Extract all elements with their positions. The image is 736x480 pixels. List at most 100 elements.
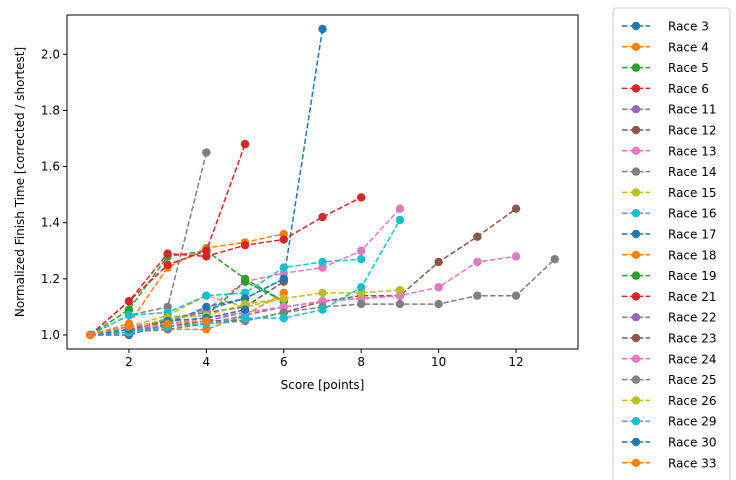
data-point — [318, 305, 327, 314]
legend-entry: Race 14 — [622, 165, 717, 179]
legend-swatch-marker — [631, 21, 641, 31]
data-point — [202, 291, 211, 300]
legend-swatch-marker — [631, 105, 641, 114]
data-point — [434, 299, 443, 309]
legend-swatch-marker — [631, 188, 641, 197]
legend-entry: Race 30 — [622, 436, 717, 450]
x-tick-label: 10 — [431, 355, 446, 369]
data-point — [357, 246, 366, 255]
data-point — [202, 252, 211, 261]
legend-frame — [612, 7, 731, 480]
data-point — [434, 257, 443, 267]
data-point — [511, 204, 521, 213]
series — [86, 316, 211, 340]
legend-entry: Race 16 — [622, 207, 717, 221]
data-point — [357, 193, 366, 202]
legend-label: Race 19 — [668, 269, 717, 283]
legend-swatch-marker — [631, 209, 641, 218]
y-tick-label: 1.6 — [41, 160, 60, 174]
legend-swatch-marker — [631, 146, 641, 155]
data-point — [511, 252, 521, 261]
data-point — [163, 249, 172, 258]
x-axis-ticks: 2 4 6 8 10 12 — [125, 349, 524, 369]
series-line — [89, 233, 284, 336]
legend-entry: Race 5 — [622, 61, 709, 75]
legend-entry: Race 22 — [622, 311, 717, 325]
series-line — [90, 308, 246, 336]
data-point — [434, 283, 443, 292]
data-point — [163, 319, 172, 328]
data-point — [279, 235, 288, 244]
legend-entry: Race 13 — [622, 144, 717, 158]
y-tick-label: 1.8 — [41, 103, 60, 117]
data-point — [395, 299, 405, 309]
data-point — [395, 204, 405, 213]
data-point — [473, 291, 482, 300]
data-point — [511, 291, 521, 300]
series-line — [90, 28, 324, 336]
legend-label: Race 16 — [668, 207, 717, 221]
legend-label: Race 29 — [668, 415, 717, 429]
legend-entry: Race 15 — [622, 186, 717, 200]
data-point — [202, 302, 211, 312]
legend-entry: Race 24 — [622, 352, 717, 366]
data-point — [86, 330, 95, 340]
legend-label: Race 25 — [668, 373, 717, 387]
legend-swatch-marker — [631, 333, 641, 343]
legend-label: Race 21 — [668, 290, 717, 304]
data-point — [279, 313, 288, 323]
data-point — [279, 274, 288, 284]
x-axis-label: Score [points] — [281, 378, 365, 392]
series-line — [90, 294, 400, 336]
legend-label: Race 15 — [668, 186, 717, 200]
x-tick-label: 12 — [508, 355, 523, 369]
legend-label: Race 3 — [668, 20, 709, 34]
legend-label: Race 23 — [668, 332, 717, 346]
legend-label: Race 14 — [668, 165, 717, 179]
legend-swatch-marker — [631, 250, 641, 259]
legend-label: Race 33 — [668, 456, 717, 470]
legend-label: Race 18 — [668, 248, 717, 262]
legend-swatch-marker — [631, 229, 641, 239]
data-point — [124, 322, 134, 331]
plot-area: 2 4 6 8 10 12 1.0 1.2 1.4 1.6 1.8 2.0 Score [point… — [13, 14, 579, 392]
legend-label: Race 12 — [668, 124, 717, 138]
legend-swatch-marker — [631, 458, 641, 467]
data-point — [240, 240, 250, 250]
legend-label: Race 26 — [668, 394, 717, 408]
data-point — [395, 285, 405, 295]
legend-label: Race 22 — [668, 311, 717, 325]
data-point — [318, 212, 327, 222]
x-tick-label: 8 — [357, 355, 365, 369]
data-point — [163, 260, 172, 269]
legend-entry: Race 21 — [622, 290, 717, 304]
legend-entry: Race 3 — [622, 20, 709, 34]
legend-swatch-marker — [631, 396, 641, 405]
legend-entry: Race 23 — [622, 332, 717, 346]
data-point — [240, 139, 250, 149]
legend-label: Race 30 — [668, 436, 717, 450]
legend-swatch-marker — [631, 63, 641, 72]
legend-swatch-marker — [631, 84, 641, 93]
legend-label: Race 24 — [668, 352, 717, 366]
legend-swatch-marker — [631, 292, 641, 301]
series — [86, 204, 521, 340]
legend-entry: Race 29 — [622, 415, 717, 429]
data-point — [124, 311, 134, 320]
y-axis-ticks: 1.0 1.2 1.4 1.6 1.8 2.0 — [41, 47, 67, 342]
legend-entry: Race 25 — [622, 373, 717, 387]
y-tick-label: 2.0 — [41, 47, 60, 61]
plot-frame — [66, 14, 579, 350]
data-point — [240, 277, 250, 286]
series-line — [90, 278, 285, 336]
series-line — [90, 320, 207, 336]
series — [86, 148, 211, 340]
series-line — [89, 258, 362, 336]
data-point — [124, 297, 134, 306]
legend-swatch-marker — [631, 313, 641, 322]
y-tick-label: 1.2 — [41, 272, 60, 286]
series-layer — [86, 24, 559, 340]
legend-entry: Race 6 — [622, 82, 709, 96]
series-line — [89, 152, 208, 336]
legend-swatch-marker — [631, 417, 641, 426]
